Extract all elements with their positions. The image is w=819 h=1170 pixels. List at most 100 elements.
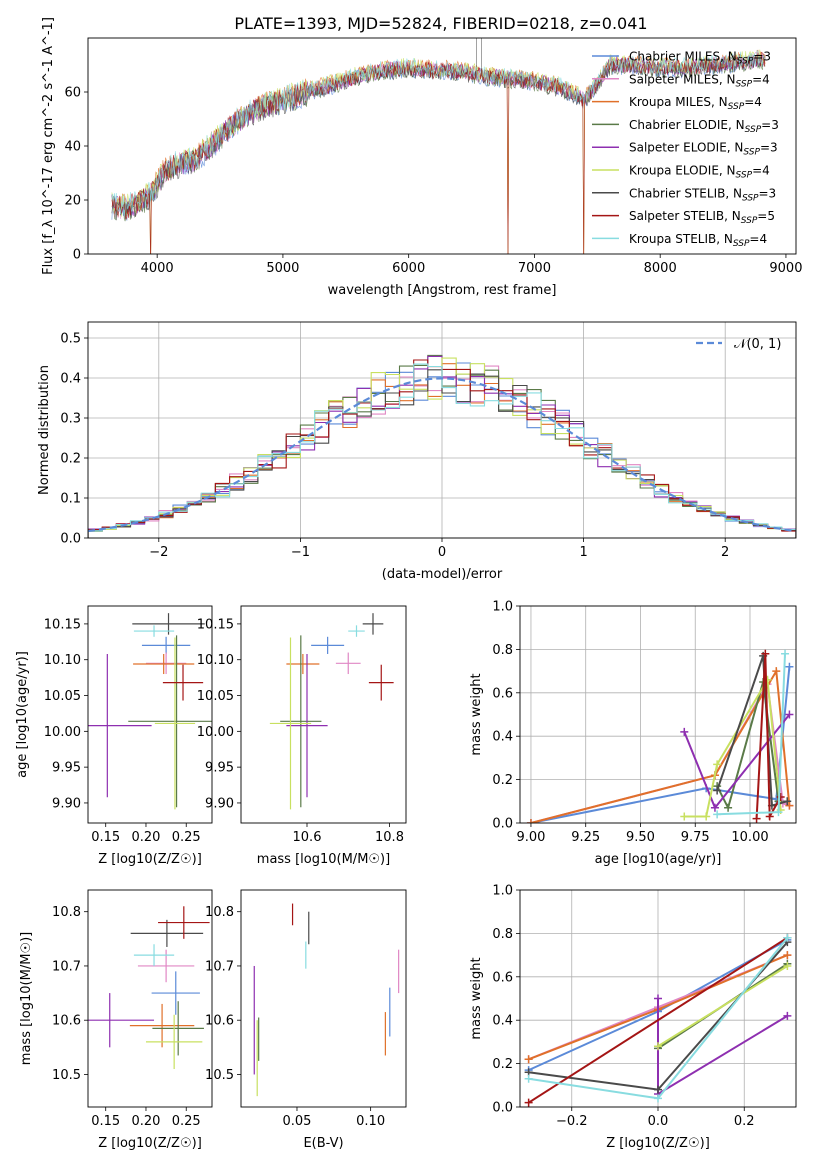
panel-weight_vs_age: 9.00 9.25 9.50 9.75 10.00 0.0 0.2 0.4 0.6 0.8 1.0 a… [469,600,797,867]
y-tick-label: 0.4 [60,372,81,387]
y-tick-label: 0.0 [492,1101,513,1116]
weight-marker [713,786,722,795]
x-tick-label: 0.15 [91,830,120,845]
panel-residuals: −2 −1 0 1 2 0.0 0.1 0.2 0.3 0.4 0.5 (data-model)/er… [37,321,797,582]
y-tick-label: 9.95 [52,761,81,776]
x-tick-label: 0.25 [172,830,201,845]
legend-entry: Salpeter ELODIE, NSSP=3 [629,141,778,158]
x-tick-label: 0.15 [91,1114,120,1129]
weight-marker [761,649,770,658]
x-tick-label: 0.10 [356,1114,385,1129]
y-axis-label: Flux [f_λ 10^-17 erg cm^-2 s^-1 A^-1] [41,17,56,275]
y-tick-label: 0.2 [492,773,513,788]
weight-marker [713,760,722,769]
y-axis-label: age [log10(age/yr)] [15,651,30,778]
x-tick-label: 1 [579,545,587,560]
weight-series [657,965,788,1048]
weight-series [657,998,788,1096]
weight-series [755,653,782,821]
y-tick-label: 10.10 [197,653,234,668]
legend-entry: Chabrier MILES, NSSP=3 [629,50,771,67]
y-tick-label: 0.0 [60,532,81,547]
x-axis-label: mass [log10(M/M☉)] [257,852,390,867]
plot-area [111,38,766,254]
axes-frame [240,889,407,1108]
y-tick-label: 10.00 [44,725,81,740]
axes-frame [87,321,797,539]
x-tick-label: 9.75 [681,830,710,845]
x-axis-label: E(B-V) [303,1136,343,1151]
legend-sub: SSP [728,102,745,112]
legend-sub: SSP [737,57,754,67]
y-axis-label: mass [log10(M/M☉)] [19,932,34,1065]
legend-entry: Kroupa ELODIE, NSSP=4 [629,164,770,181]
legend-sub: SSP [742,193,759,203]
weight-marker [765,812,774,821]
weight-marker [783,797,792,806]
legend-entry: Kroupa STELIB, NSSP=4 [629,232,767,249]
y-tick-label: 0.2 [60,452,81,467]
legend-label: Kroupa ELODIE, N [629,164,736,178]
y-tick-label: 0.3 [60,412,81,427]
y-tick-label: 10.7 [205,959,234,974]
y-tick-label: 9.95 [205,761,234,776]
weight-marker [772,667,781,676]
y-tick-label: 0.8 [492,927,513,942]
x-axis-label: wavelength [Angstrom, rest frame] [328,283,557,298]
panel-age_vs_mass: 10.6 10.8 9.90 9.95 10.00 10.05 10.10 10.15 mass… [197,605,407,867]
panel-mass_vs_Z: 0.15 0.20 0.25 10.5 10.6 10.7 10.8 Z [log10(Z/Z… [19,889,213,1151]
y-tick-label: 0 [73,248,81,263]
weight-series [530,667,791,823]
y-tick-label: 10.05 [44,689,81,704]
axes-frame [519,605,797,824]
x-tick-label: −2 [149,545,168,560]
panel-age_vs_Z: 0.15 0.20 0.25 9.90 9.95 10.00 10.05 10.10 10.15… [15,605,213,867]
legend-suffix: =4 [749,232,767,246]
legend-label: Kroupa STELIB, N [629,232,733,246]
weight-marker [781,649,790,658]
x-tick-label: −1 [291,545,310,560]
x-axis-label: age [log10(age/yr)] [595,852,722,867]
weight-marker [654,994,662,1003]
y-tick-label: 10.15 [44,617,81,632]
legend-sub: SSP [736,171,753,181]
y-tick-label: 9.90 [205,796,234,811]
legend-sub: SSP [743,148,760,158]
weight-marker [783,933,792,942]
y-tick-label: 1.0 [492,884,513,899]
y-axis-label: mass weight [469,673,484,755]
y-tick-label: 10.10 [44,653,81,668]
y-tick-label: 0.8 [492,643,513,658]
x-tick-label: −0.2 [556,1114,588,1129]
plot-area [526,649,794,823]
legend-sub: SSP [745,125,762,135]
legend-label: Chabrier STELIB, N [629,186,742,200]
y-tick-label: 0.6 [492,686,513,701]
legend-label: Chabrier MILES, N [629,50,737,64]
weight-marker [785,662,794,671]
weight-marker [680,727,689,736]
y-tick-label: 10.00 [197,725,234,740]
plot-area [253,903,400,1097]
normal-curve [88,377,796,533]
chart-layer: 4000 5000 6000 7000 8000 90000204060wavelengt… [15,17,802,1151]
axes-frame [87,605,213,824]
x-axis-label: Z [log10(Z/Z☉)] [606,1136,710,1151]
plot-area [88,354,796,538]
legend-entry: Chabrier ELODIE, NSSP=3 [629,118,779,135]
weight-marker [752,814,761,823]
x-tick-label: 9000 [769,261,802,276]
legend-suffix: =3 [753,50,771,64]
x-tick-label: 6000 [392,261,425,276]
legend-label: Chabrier ELODIE, N [629,118,745,132]
weight-marker [713,810,722,819]
y-tick-label: 0.5 [60,332,81,347]
x-tick-label: 0.0 [648,1114,669,1129]
weight-marker [654,1085,662,1094]
axes-frame [87,37,797,255]
y-tick-label: 0.1 [60,492,81,507]
plot-area [524,933,792,1107]
histogram-series [88,363,796,538]
y-tick-label: 10.8 [205,905,234,920]
